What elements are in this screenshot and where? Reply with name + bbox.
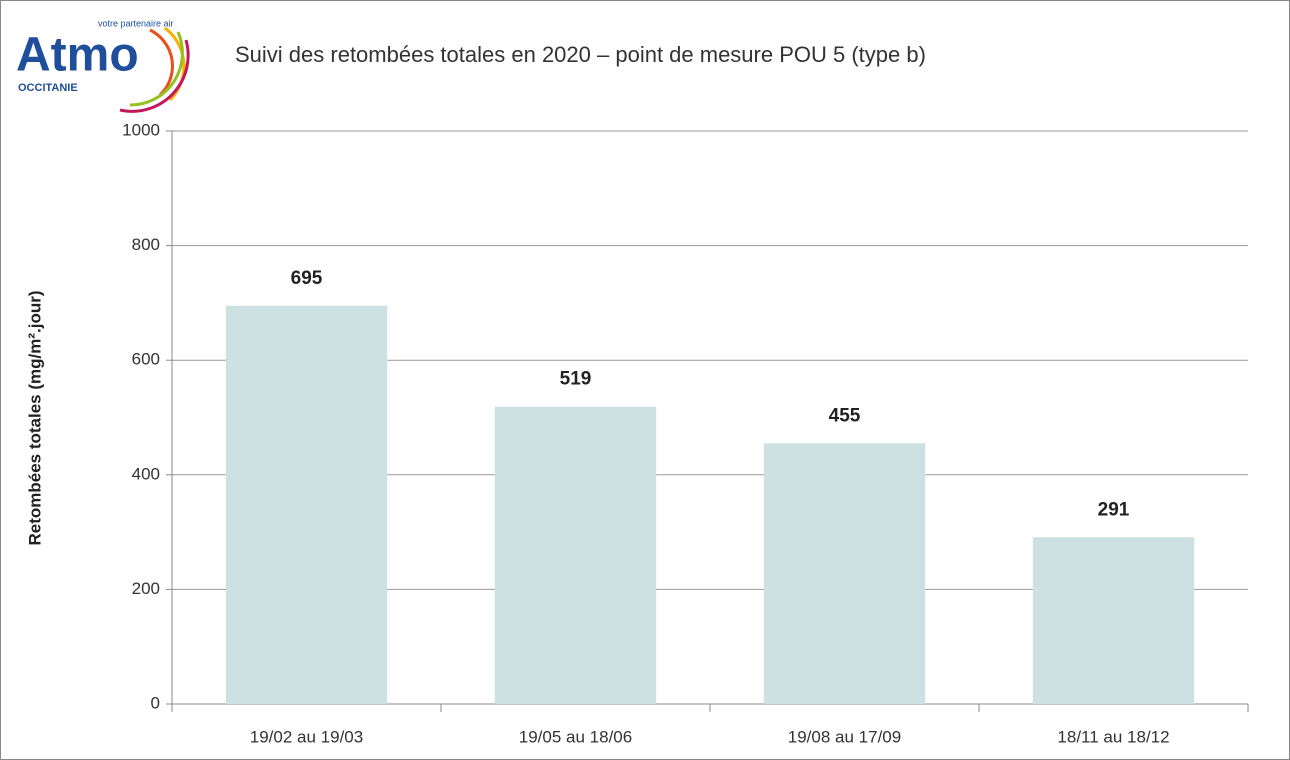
logo-arc [149,28,174,97]
logo-tagline: votre partenaire air [98,18,174,28]
chart-title: Suivi des retombées totales en 2020 – po… [235,42,926,67]
bar [225,305,388,704]
data-label: 695 [291,268,323,289]
bar [1032,537,1195,704]
logo-name: Atmo [16,29,139,82]
data-label: 519 [560,369,592,390]
x-tick-label: 18/11 au 18/12 [1057,727,1169,746]
x-tick-label: 19/08 au 17/09 [788,727,901,746]
logo-region: OCCITANIE [18,82,78,94]
bar [763,443,926,704]
x-tick-label: 19/05 au 18/06 [519,727,632,746]
y-tick-label: 800 [132,235,160,254]
x-tick-label: 19/02 au 19/03 [250,727,363,746]
logo-arc [129,31,184,107]
y-tick-label: 600 [132,350,160,369]
y-tick-label: 1000 [122,120,160,139]
y-tick-label: 200 [132,579,160,598]
y-axis-label: Retombées totales (mg/m².jour) [25,290,44,545]
logo-arc [119,39,190,113]
data-label: 291 [1098,499,1130,520]
y-tick-label: 0 [151,693,160,712]
logo: Atmo votre partenaire air OCCITANIE [16,18,190,113]
data-label: 455 [829,405,861,426]
bar [494,406,657,704]
y-tick-label: 400 [132,464,160,483]
